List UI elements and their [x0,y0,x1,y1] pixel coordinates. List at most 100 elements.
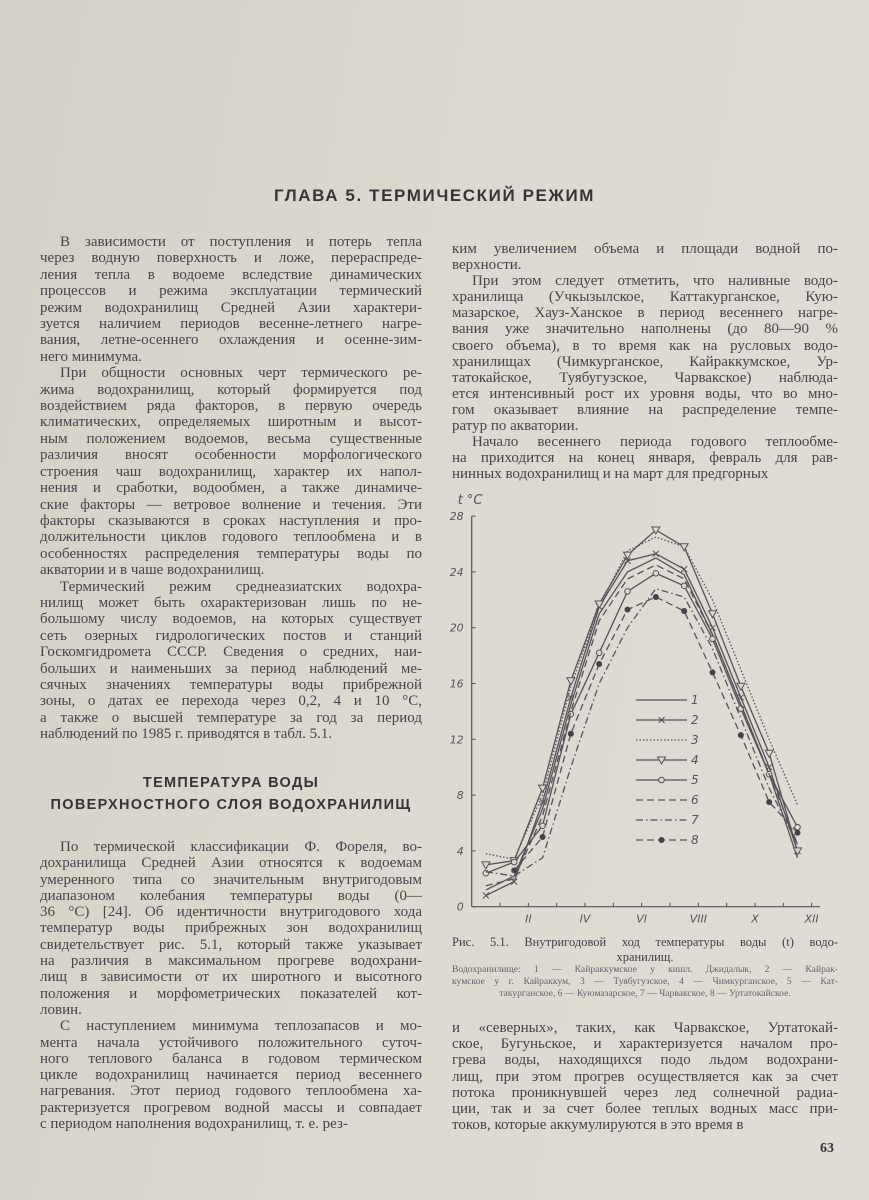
series-2-point [709,624,716,632]
text-line: лищ в зависимости от их широтного и высо… [40,969,422,986]
legend-7-label: 7 [691,813,699,827]
figure-legend-note: Водохранилище: 1 — Кайраккумское у кишл.… [452,964,838,1000]
text-line: ратур по акватории. [452,418,579,435]
paragraph: Начало весеннего периода годового теплоо… [452,434,838,482]
legend-4-label: 4 [691,753,699,767]
series-5-point [539,822,546,830]
left-column-bottom: По термической классификации Ф. Фореля, … [40,839,422,1132]
text-line: ется интенсивный рост их уровня воды, чт… [452,385,838,402]
text-line: По термической классификации Ф. Фореля, … [60,839,422,855]
text-line: а также о высшей температуре за год за п… [40,709,422,726]
paragraph: и «северных», таких, как Чарвакское, Урт… [452,1020,838,1133]
text-line: режим водохранилищ Средней Азии характер… [40,299,422,316]
text-line: акватории и в чаше водохранилищ. [40,562,265,579]
series-5-point [737,705,745,712]
series-8-point [709,669,716,676]
y-tick-label: 28 [450,510,464,523]
text-line: 36 °C) [24]. Об идентичности внутригодов… [40,904,422,921]
text-line: воздействием ряда факторов, в первую оче… [40,398,422,415]
text-line: ного теплового баланса в годовом термиче… [40,1050,422,1067]
x-tick-label: VIII [690,913,707,926]
text-line: процессов и режима эксплуатации термичес… [40,283,422,300]
series-4-point [707,610,718,619]
legend-note-line-3: такурганское, 6 — Куюмазарское, 7 — Чарв… [499,988,791,999]
text-line: хранилища (Учкызылское, Каттакурганское,… [452,289,838,306]
paragraph: При этом следует отметить, что наливные … [452,273,838,434]
series-2-point [539,798,546,806]
text-line: грева воды, находящихся подо льдом водох… [452,1052,838,1069]
series-4-point [764,749,775,759]
series-8-point [794,829,801,836]
text-line: нагревания. Этот период годового теплооб… [40,1083,422,1100]
x-tick-label: II [525,913,532,926]
text-line: положения и морфометрических показателей… [40,985,422,1002]
text-line: Госкомгидромета СССР. Сведения о средних… [40,644,422,661]
legend-3-label: 3 [691,733,699,747]
text-line: татокайское, Туябугузское, Чарвакское) н… [452,369,838,386]
series-4-point [622,551,633,561]
text-line: факторы сказываются в сроках наступления… [40,512,422,529]
text-line: дохранилища Средней Азии относятся к вод… [40,855,422,872]
series-8-point [596,660,603,667]
paragraph: При общности основных черт термического … [40,365,422,578]
text-line: гом оказывает влияние на распределение т… [452,401,838,418]
text-line: При общности основных черт термического … [60,365,422,382]
series-2-line [485,553,799,897]
section-heading: ТЕМПЕРАТУРА ВОДЫ ПОВЕРХНОСТНОГО СЛОЯ ВОД… [40,772,422,816]
left-column-top: В зависимости от поступления и потерь те… [40,234,422,743]
legend-5-label: 5 [691,773,699,787]
series-8-line [513,596,798,871]
series-2-point [482,892,490,899]
text-line: ления тепла в водоеме вследствие динамич… [40,266,422,283]
series-5-point [482,869,490,877]
text-line: зоны, о датах ее перехода через 0,2, 4 и… [40,693,422,710]
series-8-point [652,594,659,601]
legend-5-marker [658,776,665,784]
paragraph: Термический режим среднеазиатских водохр… [40,579,422,743]
series-4-point [650,526,661,536]
text-line: мазарское, Хауз-Ханское в период весенне… [452,305,838,322]
series-5-point [680,582,688,590]
text-line: него минимума. [40,348,142,365]
text-line: температур воды прибрежных зон водохрани… [40,920,422,937]
legend-8-label: 8 [691,833,699,847]
legend-6-label: 6 [691,793,699,807]
paragraph: С наступлением минимума теплозапасов и м… [40,1018,422,1132]
text-line: нилищ может быть охарактеризован лишь по… [40,594,422,611]
series-8-point [539,833,546,840]
legend-2-marker [658,716,665,724]
legend-8-marker [658,837,665,843]
series-4-point [537,784,548,794]
figure-caption-line-1: Рис. 5.1. Внутригодовой ход температуры … [452,935,838,949]
text-line: вания уже значительно наполнены (до 80—9… [452,321,838,338]
x-tick-label: VI [636,913,647,926]
paragraph: В зависимости от поступления и потерь те… [40,234,422,365]
series-5-point [794,823,801,831]
y-tick-label: 16 [450,678,464,691]
series-4-point [792,847,803,856]
text-line: вания, летне-осеннего охлаждения и осенн… [40,332,422,349]
text-line: ловин. [40,1001,82,1018]
series-4-point [565,677,576,686]
legend-1-label: 1 [691,693,699,707]
y-tick-label: 12 [450,733,464,746]
text-line: свидетельствует рис. 5.1, который также … [40,936,422,953]
series-2-point [652,550,660,558]
series-6-line [485,564,799,887]
text-line: хранилищах (Чимкурганское, Кайраккумское… [452,353,838,370]
text-line: В зависимости от поступления и потерь те… [60,234,422,250]
text-line: токов, которые аккумулируются в это врем… [452,1117,744,1134]
series-7-line [485,587,799,877]
series-2-point [737,694,745,701]
series-5-point [652,569,660,577]
series-8-point [567,730,574,737]
legend-4-marker [656,756,667,766]
text-line: Термический режим среднеазиатских водохр… [60,578,422,595]
x-tick-label: X [750,913,759,926]
text-line: сячных значениях температуры воды прибре… [40,676,422,693]
series-2-point [680,565,688,573]
series-4-point [594,600,605,609]
y-tick-label: 4 [457,845,464,858]
section-heading-line-2: ПОВЕРХНОСТНОГО СЛОЯ ВОДОХРАНИЛИЩ [50,797,412,813]
